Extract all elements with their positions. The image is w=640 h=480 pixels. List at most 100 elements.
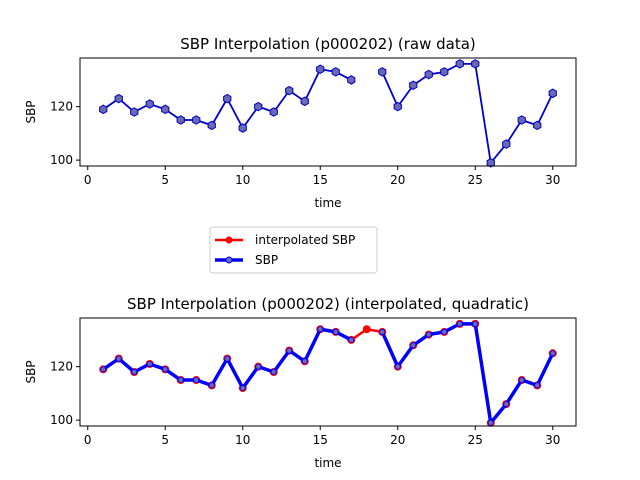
raw-data-point bbox=[176, 115, 185, 125]
raw-data-point bbox=[300, 96, 309, 107]
raw-data-point bbox=[409, 80, 418, 91]
raw-data-point bbox=[424, 69, 433, 80]
raw-data-point bbox=[99, 104, 108, 115]
sbp-point bbox=[472, 320, 479, 327]
raw-x-tick-label: 10 bbox=[235, 173, 250, 187]
raw-data-point bbox=[285, 85, 294, 96]
sbp-point bbox=[410, 342, 417, 349]
raw-data-point bbox=[533, 120, 542, 131]
raw-data-point bbox=[145, 99, 154, 109]
sbp-point bbox=[317, 326, 324, 333]
legend-box bbox=[209, 226, 378, 274]
sbp-point bbox=[379, 328, 386, 335]
sbp-point bbox=[456, 320, 463, 327]
raw-chart-title: SBP Interpolation (p000202) (raw data) bbox=[180, 35, 476, 53]
legend: interpolated SBP SBP bbox=[209, 226, 378, 274]
raw-data-point bbox=[393, 101, 402, 112]
raw-data-point bbox=[455, 59, 464, 69]
interpolated-x-tick-label: 10 bbox=[235, 433, 250, 447]
sbp-series-line bbox=[380, 322, 555, 425]
sbp-point bbox=[255, 363, 262, 370]
raw-data-point bbox=[114, 93, 123, 104]
raw-chart-x-ticks: 0 5 10 15 20 25 30 bbox=[84, 166, 560, 187]
interpolated-x-tick-label: 5 bbox=[161, 433, 169, 447]
legend-sbp-label: SBP bbox=[255, 253, 278, 267]
raw-data-point bbox=[254, 101, 263, 112]
sbp-point bbox=[131, 368, 138, 375]
raw-data-point bbox=[316, 64, 325, 75]
raw-y-tick-label: 100 bbox=[50, 153, 73, 167]
raw-x-tick-label: 15 bbox=[313, 173, 328, 187]
raw-x-tick-label: 25 bbox=[468, 173, 483, 187]
sbp-point bbox=[193, 377, 200, 384]
sbp-point bbox=[518, 377, 525, 384]
raw-chart-xlabel: time bbox=[314, 196, 341, 210]
raw-chart-plot-area bbox=[99, 59, 557, 168]
legend-interpolated-marker bbox=[225, 236, 233, 244]
sbp-point bbox=[224, 355, 231, 362]
interpolated-x-tick-label: 25 bbox=[468, 433, 483, 447]
interpolated-point bbox=[362, 325, 371, 334]
raw-data-point bbox=[269, 107, 278, 117]
interpolated-chart-xlabel: time bbox=[314, 456, 341, 470]
sbp-point bbox=[239, 385, 246, 392]
raw-x-tick-label: 20 bbox=[390, 173, 405, 187]
raw-data-point bbox=[223, 93, 232, 104]
raw-data-point bbox=[347, 75, 356, 85]
sbp-point bbox=[100, 366, 107, 373]
sbp-point bbox=[348, 336, 355, 343]
sbp-point bbox=[115, 355, 122, 362]
sbp-point bbox=[441, 328, 448, 335]
interpolated-y-tick-label: 120 bbox=[50, 360, 73, 374]
legend-sbp-marker bbox=[225, 256, 233, 264]
interpolated-chart-plot-area bbox=[99, 319, 557, 427]
sbp-point bbox=[503, 401, 510, 408]
raw-x-tick-label: 0 bbox=[84, 173, 92, 187]
raw-x-tick-label: 5 bbox=[161, 173, 169, 187]
raw-data-point bbox=[331, 67, 340, 77]
raw-data-point bbox=[192, 115, 201, 125]
raw-data-point bbox=[517, 115, 526, 125]
raw-data-point bbox=[161, 104, 170, 115]
sbp-series-line bbox=[381, 62, 554, 164]
sbp-point bbox=[534, 382, 541, 389]
interpolated-chart: SBP Interpolation (p000202) (interpolate… bbox=[24, 295, 577, 470]
legend-interpolated-label: interpolated SBP bbox=[255, 233, 355, 247]
raw-data-point bbox=[440, 67, 449, 77]
sbp-point bbox=[332, 328, 339, 335]
interpolated-y-tick-label: 100 bbox=[50, 413, 73, 427]
sbp-point bbox=[177, 377, 184, 384]
sbp-point bbox=[394, 363, 401, 370]
interpolated-chart-ylabel: SBP bbox=[24, 360, 38, 383]
sbp-point bbox=[425, 331, 432, 338]
interpolated-x-tick-label: 30 bbox=[545, 433, 560, 447]
raw-chart-y-ticks: 100 120 bbox=[50, 100, 80, 167]
sbp-point bbox=[146, 360, 153, 367]
raw-y-tick-label: 120 bbox=[50, 100, 73, 114]
raw-chart-ylabel: SBP bbox=[24, 100, 38, 123]
interpolated-x-tick-label: 0 bbox=[84, 433, 92, 447]
interpolated-x-tick-label: 15 bbox=[313, 433, 328, 447]
raw-data-point bbox=[130, 107, 139, 117]
raw-data-chart: SBP Interpolation (p000202) (raw data) 0… bbox=[24, 35, 577, 210]
raw-data-point bbox=[207, 120, 216, 131]
sbp-point bbox=[301, 358, 308, 365]
raw-data-point bbox=[548, 88, 557, 99]
raw-data-point bbox=[238, 123, 247, 133]
raw-data-point bbox=[486, 158, 495, 168]
raw-chart-frame bbox=[79, 57, 577, 167]
interpolated-chart-y-ticks: 100 120 bbox=[50, 360, 80, 427]
sbp-point bbox=[270, 368, 277, 375]
raw-data-point bbox=[502, 139, 511, 149]
sbp-point bbox=[162, 366, 169, 373]
sbp-point bbox=[208, 382, 215, 389]
interpolated-chart-title: SBP Interpolation (p000202) (interpolate… bbox=[127, 295, 529, 313]
raw-data-point bbox=[471, 59, 480, 69]
raw-x-tick-label: 30 bbox=[545, 173, 560, 187]
interpolated-chart-frame bbox=[79, 317, 577, 427]
sbp-point bbox=[549, 350, 556, 357]
raw-data-point bbox=[378, 67, 387, 77]
sbp-point bbox=[487, 419, 494, 426]
interpolated-chart-x-ticks: 0 5 10 15 20 25 30 bbox=[84, 426, 560, 447]
